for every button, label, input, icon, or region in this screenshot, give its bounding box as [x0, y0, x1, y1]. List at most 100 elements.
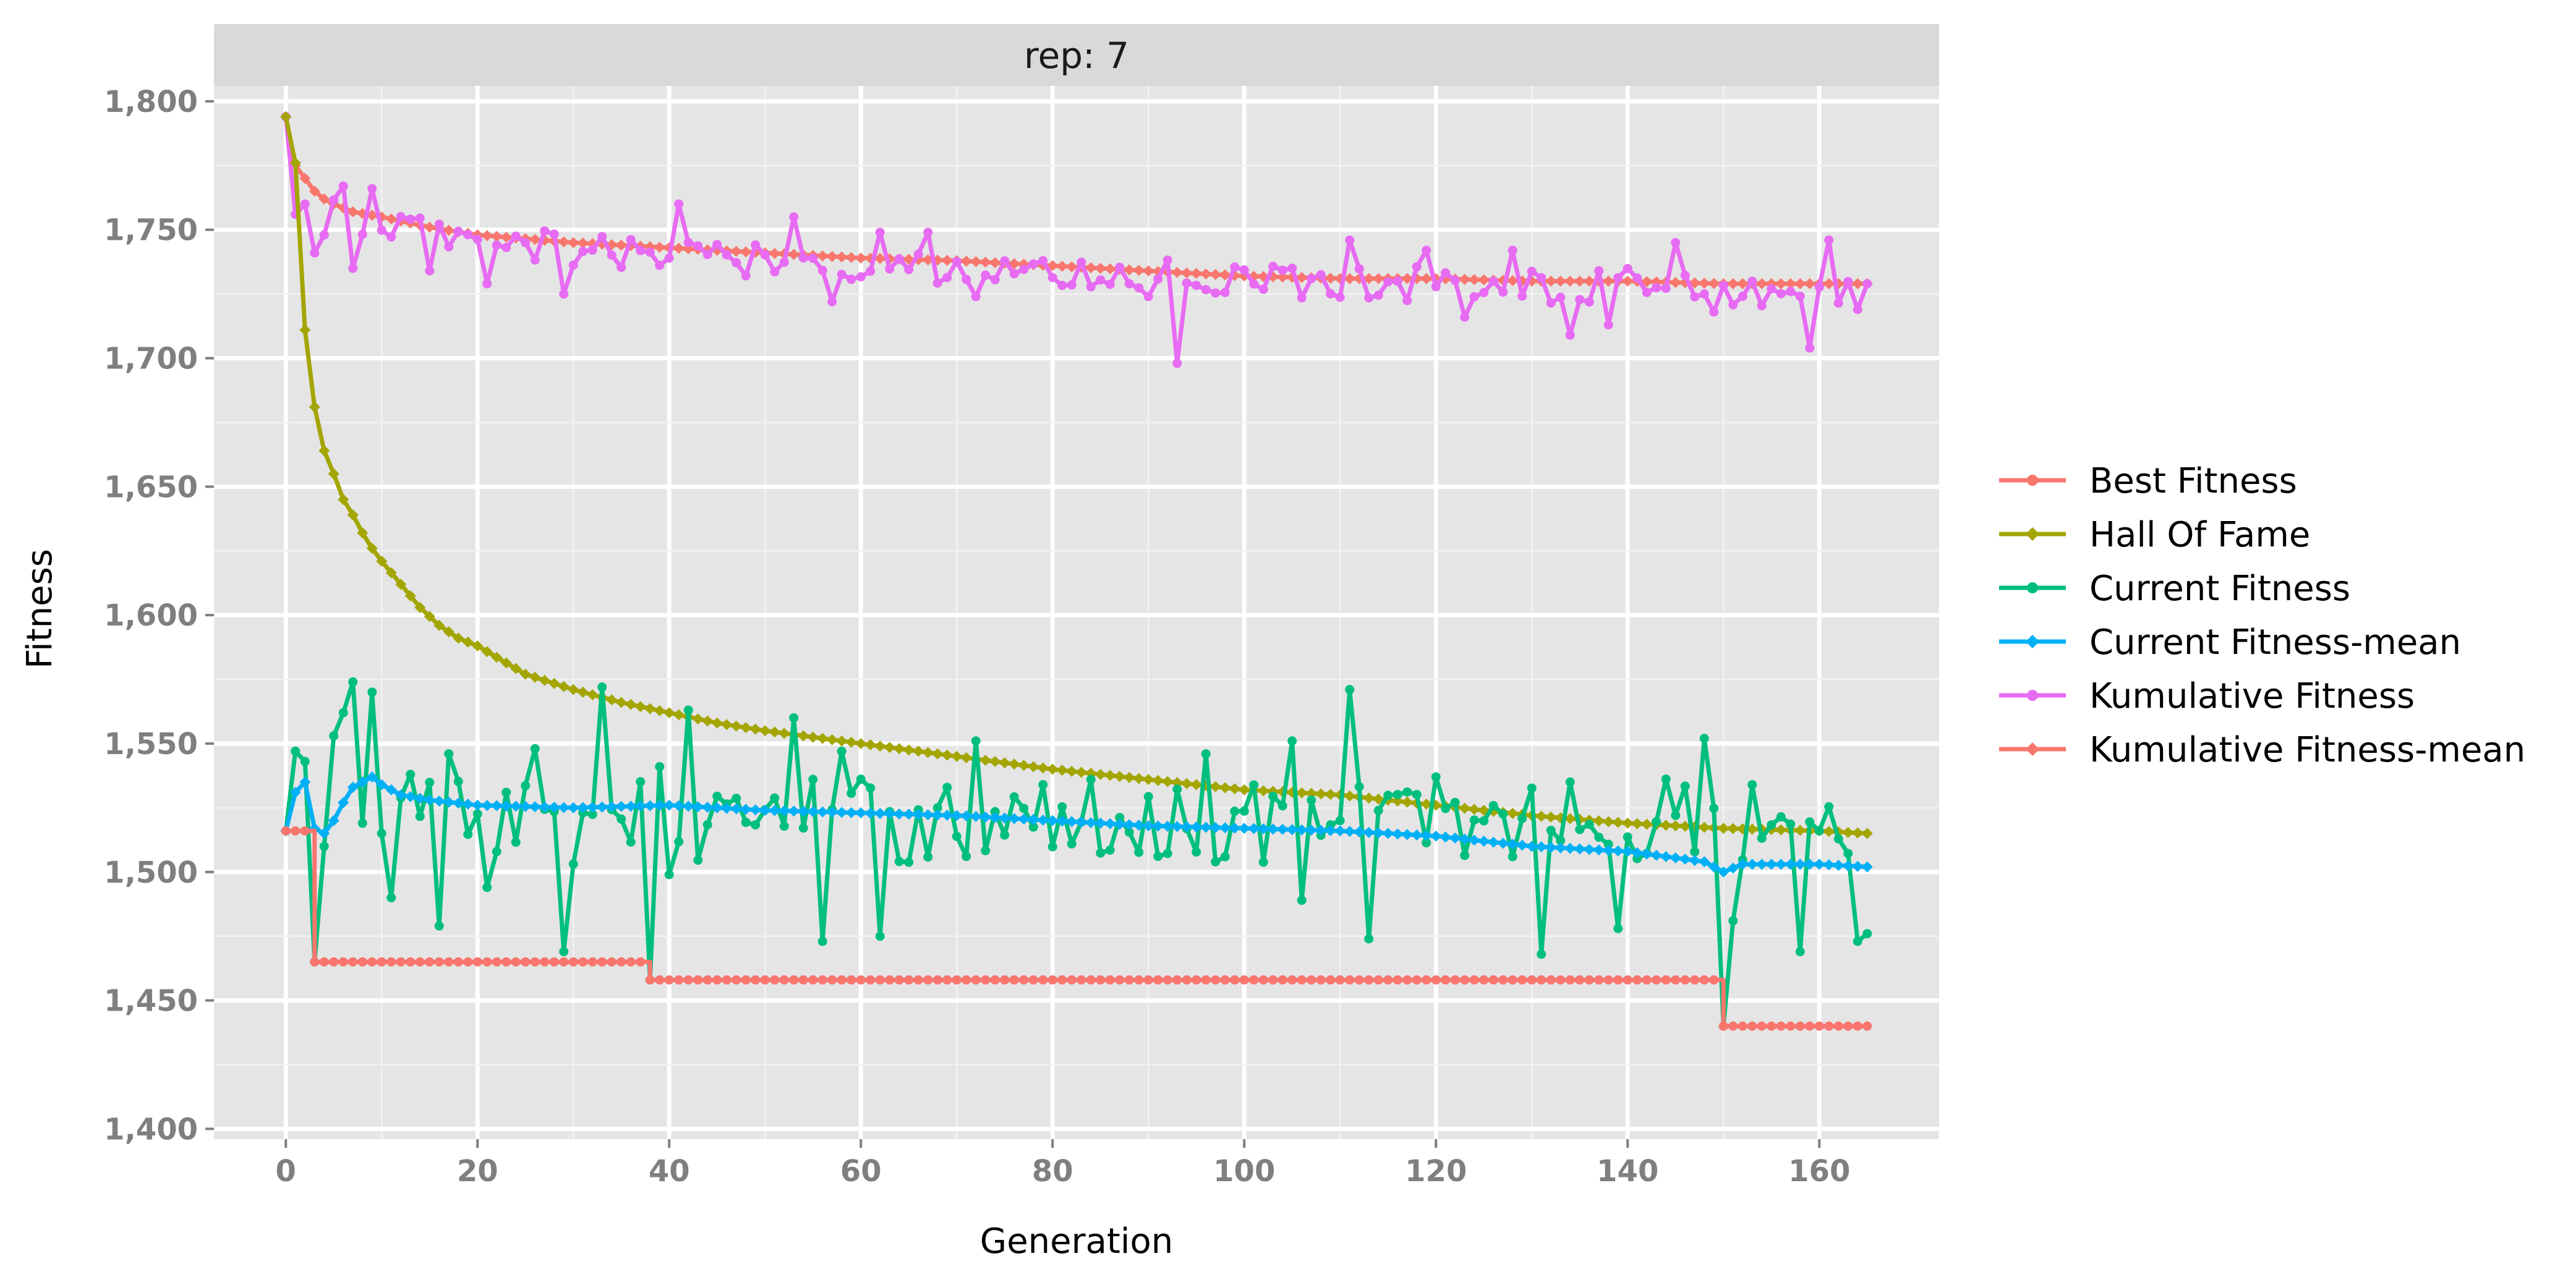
data-point: [1575, 825, 1585, 834]
data-point: [1824, 802, 1834, 812]
data-point: [1842, 826, 1854, 838]
data-point: [1363, 273, 1375, 284]
data-point: [1211, 975, 1221, 985]
data-point: [1805, 343, 1815, 353]
data-point: [740, 804, 752, 815]
data-point: [1670, 852, 1681, 863]
data-point: [309, 185, 320, 197]
data-point: [807, 806, 819, 818]
data-point: [1517, 975, 1527, 985]
data-point: [1699, 289, 1709, 299]
data-point: [1354, 782, 1364, 792]
data-point: [1363, 826, 1375, 838]
data-point: [1479, 287, 1489, 297]
data-point: [981, 846, 991, 855]
data-point: [1086, 282, 1096, 292]
data-point: [1535, 841, 1547, 853]
data-point: [1671, 810, 1681, 820]
data-point: [1823, 278, 1835, 290]
data-point: [491, 800, 503, 812]
data-point: [769, 805, 780, 817]
data-point: [338, 708, 348, 718]
data-point: [655, 260, 665, 270]
data-point: [1038, 780, 1048, 790]
data-point: [1441, 975, 1451, 985]
data-point: [749, 804, 761, 816]
data-point: [424, 221, 435, 233]
data-point: [1307, 795, 1316, 805]
data-point: [1737, 859, 1749, 870]
data-point: [692, 801, 704, 813]
data-point: [318, 828, 330, 839]
data-point: [751, 820, 761, 829]
data-point: [884, 742, 895, 753]
data-point: [1469, 804, 1480, 815]
data-point: [1853, 936, 1862, 946]
data-point: [856, 272, 866, 282]
legend-key-marker: [2027, 582, 2038, 593]
data-point: [1709, 307, 1719, 317]
data-point: [1776, 1021, 1786, 1031]
data-point: [1277, 265, 1287, 275]
data-point: [1134, 847, 1144, 857]
data-point: [348, 263, 358, 273]
data-point: [1479, 816, 1489, 826]
data-point: [1047, 815, 1059, 826]
data-point: [540, 957, 550, 967]
data-point: [510, 800, 522, 812]
data-point: [1603, 975, 1613, 985]
data-point: [1305, 787, 1317, 799]
data-point: [1852, 827, 1864, 839]
data-point: [568, 802, 579, 813]
data-point: [683, 237, 693, 247]
data-point: [539, 801, 550, 813]
data-point: [1354, 826, 1365, 838]
data-point: [1441, 268, 1451, 278]
data-point: [1201, 975, 1211, 985]
x-tick-label: 140: [1597, 1154, 1658, 1189]
data-point: [1373, 805, 1383, 815]
data-point: [1326, 820, 1336, 830]
data-point: [1652, 282, 1661, 292]
data-point: [1575, 975, 1585, 985]
data-point: [1258, 975, 1268, 985]
data-point: [1728, 916, 1738, 926]
legend-key-marker: [2027, 475, 2038, 486]
data-point: [481, 646, 493, 658]
data-point: [577, 802, 589, 813]
data-point: [367, 957, 377, 967]
legend-item: Kumulative Fitness-mean: [1999, 730, 2525, 770]
data-point: [1852, 860, 1864, 872]
data-point: [1047, 763, 1059, 775]
data-point: [1181, 267, 1193, 279]
data-point: [1286, 824, 1298, 836]
y-tick-label: 1,550: [104, 727, 198, 762]
data-point: [836, 251, 848, 263]
data-point: [1383, 791, 1393, 800]
data-point: [1200, 821, 1212, 833]
data-point: [1631, 847, 1643, 859]
data-point: [1115, 813, 1125, 823]
data-point: [1508, 245, 1517, 255]
data-point: [1239, 975, 1249, 985]
data-point: [519, 668, 531, 680]
legend-item: Current Fitness-mean: [1999, 622, 2461, 663]
data-point: [1200, 268, 1212, 280]
data-point: [847, 975, 856, 985]
data-point: [280, 111, 292, 122]
data-point: [1728, 300, 1738, 310]
data-point: [1556, 292, 1566, 302]
data-point: [1209, 781, 1221, 792]
data-point: [568, 237, 579, 248]
data-point: [731, 258, 741, 268]
x-tick-label: 20: [457, 1154, 498, 1189]
data-point: [1431, 282, 1441, 292]
data-point: [529, 671, 541, 683]
data-point: [789, 713, 799, 723]
data-point: [1564, 842, 1576, 854]
y-tick-label: 1,750: [104, 213, 198, 248]
data-point: [979, 754, 991, 766]
data-point: [1324, 825, 1336, 836]
data-point: [1153, 274, 1163, 284]
